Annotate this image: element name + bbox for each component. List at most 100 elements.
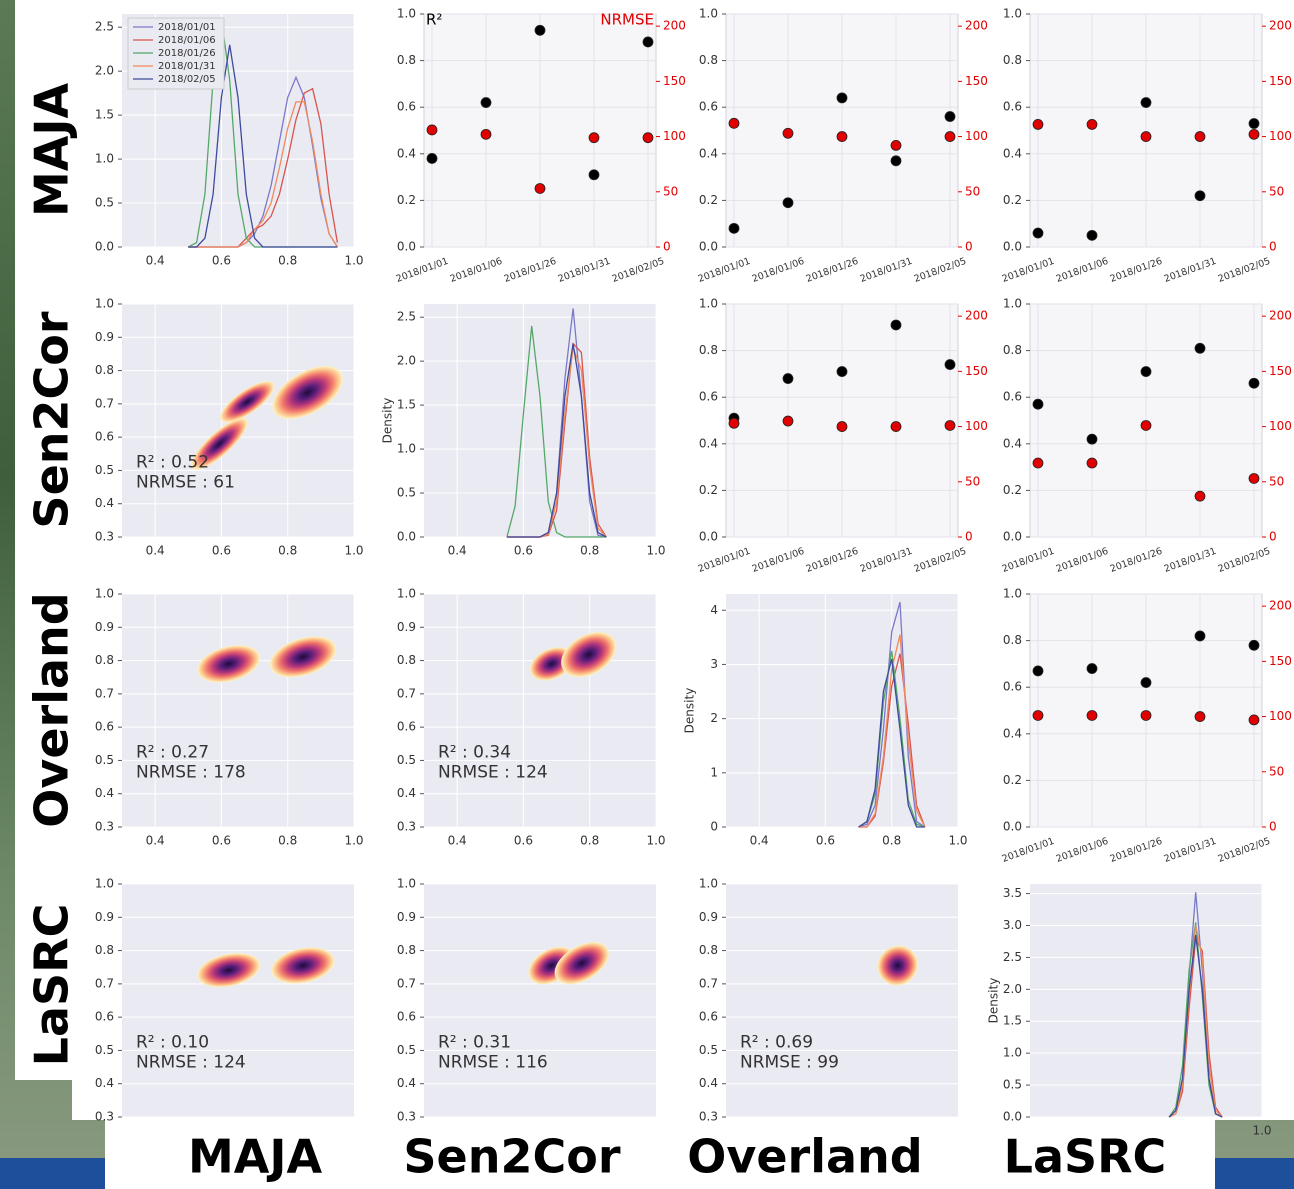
scatter-point [728,222,740,234]
row-label: Overland [25,592,79,827]
y-tick-label: 1.0 [1003,1046,1022,1060]
y2-tick-label: 200 [1269,19,1292,33]
y-tick-label: 1.0 [397,442,416,456]
y-tick-label: 2.5 [397,310,416,324]
y-tick-label: 0.5 [699,1043,718,1057]
density-blob [197,645,261,683]
annotation: NRMSE : 116 [438,1052,548,1072]
column-label: MAJA [188,1130,322,1184]
x-tick-label: 2018/01/06 [1055,546,1110,575]
y-tick-label: 0.5 [397,486,416,500]
scatter-point [1032,665,1044,677]
annotation: R² : 0.52 [136,452,209,472]
y-tick-label: 0.9 [95,910,114,924]
y2-tick-label: 50 [1269,764,1284,778]
x-tick-label: 0.6 [212,544,231,558]
y2-tick-label: 50 [1269,184,1284,198]
y-tick-label: 0.7 [397,686,416,700]
density-curve [1168,935,1223,1118]
annotation: R² : 0.10 [136,1032,209,1052]
x-tick-label: 0.4 [750,834,769,848]
y-tick-label: 0 [710,820,718,834]
plot-background [1030,884,1262,1117]
y2-tick-label: 150 [663,74,686,88]
x-tick-label: 2018/01/01 [1001,836,1056,865]
scatter-point [642,132,654,144]
y-tick-label: 0.2 [397,193,416,207]
scatter-point [890,140,902,151]
y-tick-label: 0.4 [699,146,718,160]
density-blob [269,636,337,678]
scatter-point [1194,190,1206,202]
y-tick-label: 1.0 [95,877,114,891]
y-tick-label: 0.0 [1003,530,1022,544]
y-tick-label: 0.9 [397,910,416,924]
y-tick-label: 1.5 [397,398,416,412]
y-tick-label: 1.5 [1003,1014,1022,1028]
density-curve [188,101,338,248]
plot-background [424,884,656,1117]
footer-bar [0,1158,105,1189]
y-tick-label: 0.0 [397,240,416,254]
y-tick-label: 1.0 [397,7,416,21]
y-tick-label: 0.8 [699,343,718,357]
x-tick-label: 2018/01/26 [805,546,860,575]
scatter-point [1248,377,1260,389]
scatter-point [944,420,956,431]
y-tick-label: 1.0 [1003,587,1022,601]
y2-tick-label: 0 [965,240,973,254]
x-tick-label: 2018/01/31 [1163,256,1218,285]
y-tick-label: 0.0 [1003,820,1022,834]
y-tick-label: 0.2 [1003,773,1022,787]
y-tick-label: 0.4 [95,1076,114,1090]
x-tick-label: 0.8 [278,254,297,268]
y-tick-label: 0.6 [397,720,416,734]
scatter-point [1086,710,1098,721]
y2-tick-label: 100 [1269,709,1292,723]
x-tick-label: 0.8 [580,544,599,558]
x-tick-label: 0.6 [212,254,231,268]
y-tick-label: 0.9 [699,910,718,924]
y-tick-label: 2.0 [397,354,416,368]
y-tick-label: 0.9 [397,620,416,634]
y-tick-label: 0.7 [397,976,416,990]
y-tick-label: 0.9 [95,330,114,344]
y-tick-label: 0.7 [699,976,718,990]
y-tick-label: 1.0 [699,7,718,21]
y-tick-label: 0.3 [95,820,114,834]
y-tick-label: 0.6 [1003,680,1022,694]
x-tick-label: 2018/01/01 [1001,256,1056,285]
scatter-point [1032,710,1044,721]
y-axis-label: Density [987,978,1001,1024]
y-tick-label: 0.7 [95,976,114,990]
y-tick-label: 2.5 [95,20,114,34]
panel: 0.3 0.4 0.5 0.6 0.7 0.8 0.9 1.0 0.4 0.6 0.8 1.0 R² :… [95,297,364,558]
x-tick-label: 0.4 [448,834,467,848]
row-label: LaSRC [25,904,79,1067]
annotation: NRMSE : 178 [136,762,246,782]
scatter-point [944,111,956,122]
scatter-point [836,92,848,104]
x-tick-label: 2018/01/01 [697,546,752,575]
scatter-point [944,131,956,142]
y-tick-label: 1.5 [95,108,114,122]
y-tick-label: 0.8 [95,943,114,957]
y-tick-label: 0.2 [699,483,718,497]
y2-tick-label: 0 [1269,240,1277,254]
y-tick-label: 2.0 [1003,982,1022,996]
y-tick-label: 0.2 [1003,193,1022,207]
y-tick-label: 0.4 [1003,146,1022,160]
x-tick-label: 2018/01/26 [1109,256,1164,285]
scatter-point [890,319,902,331]
x-tick-label: 1.0 [344,544,363,558]
scatter-point [588,169,600,181]
density-blob [560,631,617,678]
column-label: Sen2Cor [403,1130,620,1184]
y-tick-label: 0.5 [95,463,114,477]
plot-background [726,594,958,827]
y2-tick-label: 100 [663,129,686,143]
y2-tick-label: 0 [965,530,973,544]
y-tick-label: 0.6 [1003,100,1022,114]
scatter-point [1140,420,1152,431]
panel: 0.0 0.5 1.0 1.5 2.0 2.5 0.4 0.6 0.8 1.0 2018/01/01… [95,14,364,268]
